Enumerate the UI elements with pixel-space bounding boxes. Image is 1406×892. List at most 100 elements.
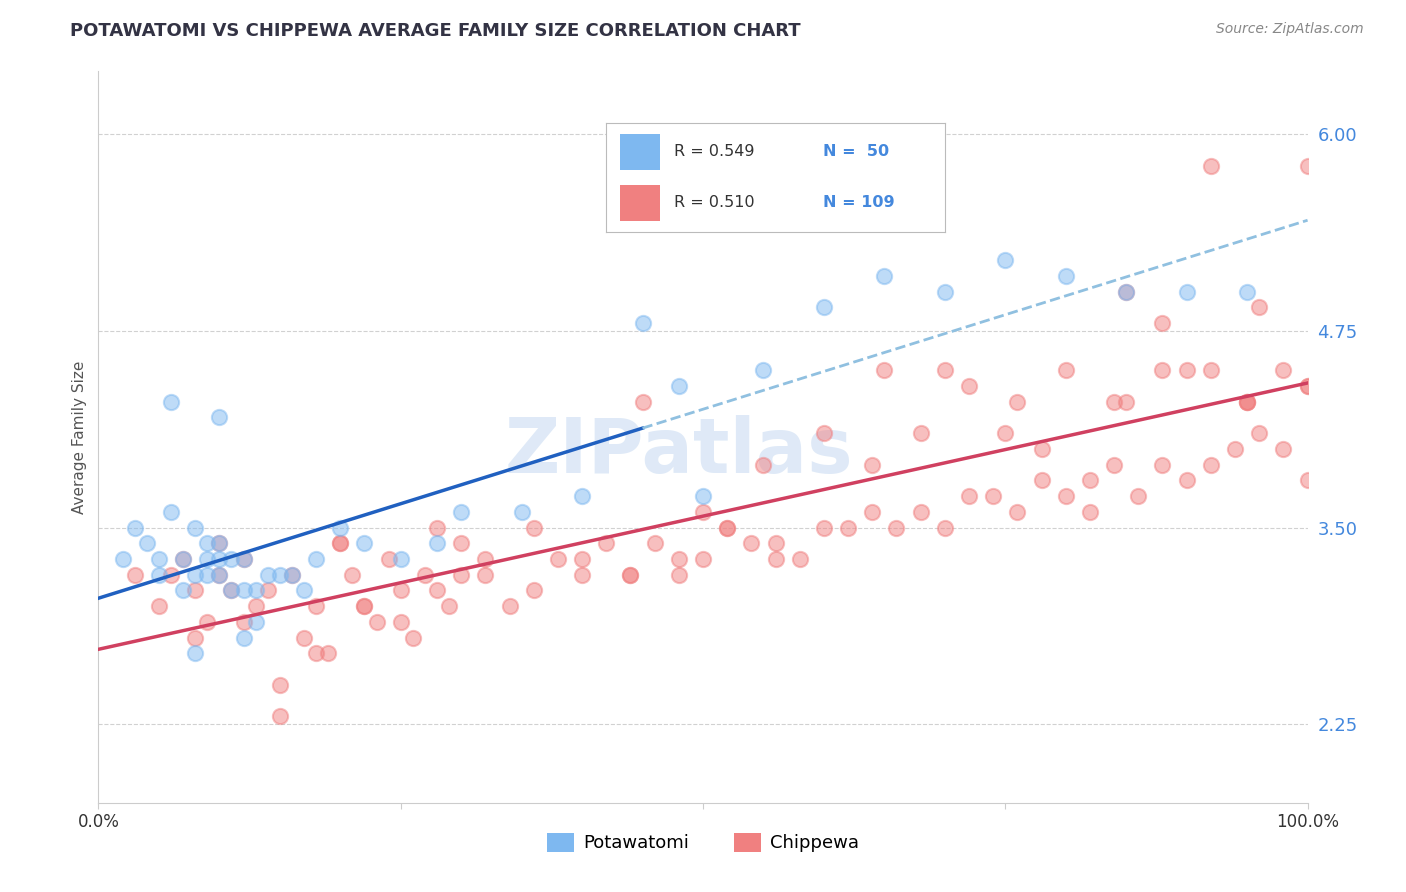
Point (813, 520, 835, 534)
Point (281, 567, 304, 582)
Point (305, 646, 328, 660)
Point (1031, 442, 1053, 456)
Point (523, 583, 546, 598)
Point (1236, 285, 1258, 299)
Point (1199, 363, 1222, 377)
Point (1272, 363, 1295, 377)
Point (426, 583, 449, 598)
Point (232, 583, 254, 598)
Text: POTAWATOMI VS CHIPPEWA AVERAGE FAMILY SIZE CORRELATION CHART: POTAWATOMI VS CHIPPEWA AVERAGE FAMILY SI… (70, 22, 801, 40)
Point (426, 520, 449, 534)
Point (1236, 394, 1258, 409)
Point (716, 520, 738, 534)
Point (1175, 473, 1198, 487)
Point (523, 520, 546, 534)
Point (172, 552, 194, 566)
Point (474, 552, 496, 566)
Point (124, 520, 146, 534)
Point (316, 646, 339, 660)
Point (994, 426, 1017, 441)
Point (269, 678, 291, 692)
Point (184, 520, 207, 534)
Point (450, 567, 472, 582)
Point (1236, 394, 1258, 409)
Point (245, 615, 267, 629)
Point (789, 552, 811, 566)
Point (547, 552, 569, 566)
Point (353, 599, 375, 614)
Point (1296, 379, 1319, 393)
Point (389, 615, 412, 629)
Point (1078, 473, 1101, 487)
Point (184, 646, 207, 660)
Point (195, 615, 218, 629)
Point (1102, 458, 1125, 472)
Point (389, 583, 412, 598)
Point (716, 520, 738, 534)
Point (172, 552, 194, 566)
Point (195, 567, 218, 582)
Point (595, 536, 617, 550)
Point (957, 489, 980, 503)
Point (1152, 458, 1174, 472)
Point (571, 552, 593, 566)
Point (886, 520, 908, 534)
Point (1128, 489, 1150, 503)
Point (571, 567, 593, 582)
Text: Source: ZipAtlas.com: Source: ZipAtlas.com (1216, 22, 1364, 37)
Point (195, 536, 218, 550)
Point (873, 268, 896, 283)
Point (934, 285, 956, 299)
Point (256, 583, 278, 598)
Point (752, 363, 775, 377)
Point (342, 567, 364, 582)
Point (692, 552, 714, 566)
Point (957, 379, 980, 393)
Point (329, 536, 352, 550)
Point (221, 583, 243, 598)
Point (619, 567, 641, 582)
Point (245, 583, 267, 598)
Point (910, 505, 932, 519)
Point (498, 599, 520, 614)
Point (426, 536, 449, 550)
Point (389, 552, 412, 566)
Legend: Potawatomi, Chippewa: Potawatomi, Chippewa (540, 826, 866, 860)
Point (837, 520, 859, 534)
Point (1249, 426, 1271, 441)
Text: ZIPatlas: ZIPatlas (505, 415, 853, 489)
Point (413, 567, 436, 582)
Point (208, 567, 231, 582)
Point (860, 458, 883, 472)
Point (631, 316, 654, 330)
Point (1054, 268, 1077, 283)
Point (813, 301, 835, 315)
Point (353, 599, 375, 614)
Point (934, 520, 956, 534)
Point (208, 536, 231, 550)
Point (1152, 316, 1174, 330)
Point (232, 615, 254, 629)
Point (1296, 473, 1319, 487)
Point (221, 583, 243, 598)
Point (184, 567, 207, 582)
Point (1175, 363, 1198, 377)
Point (994, 253, 1017, 268)
Point (160, 394, 183, 409)
Point (619, 567, 641, 582)
Point (160, 567, 183, 582)
Point (221, 552, 243, 566)
Point (366, 615, 388, 629)
Y-axis label: Average Family Size: Average Family Size (72, 360, 87, 514)
Point (765, 552, 787, 566)
Point (510, 505, 533, 519)
Point (981, 489, 1004, 503)
Point (1272, 442, 1295, 456)
Point (1199, 458, 1222, 472)
Point (1054, 489, 1077, 503)
Point (1296, 379, 1319, 393)
Point (1115, 285, 1137, 299)
Point (631, 394, 654, 409)
Point (437, 599, 460, 614)
Point (1007, 505, 1029, 519)
